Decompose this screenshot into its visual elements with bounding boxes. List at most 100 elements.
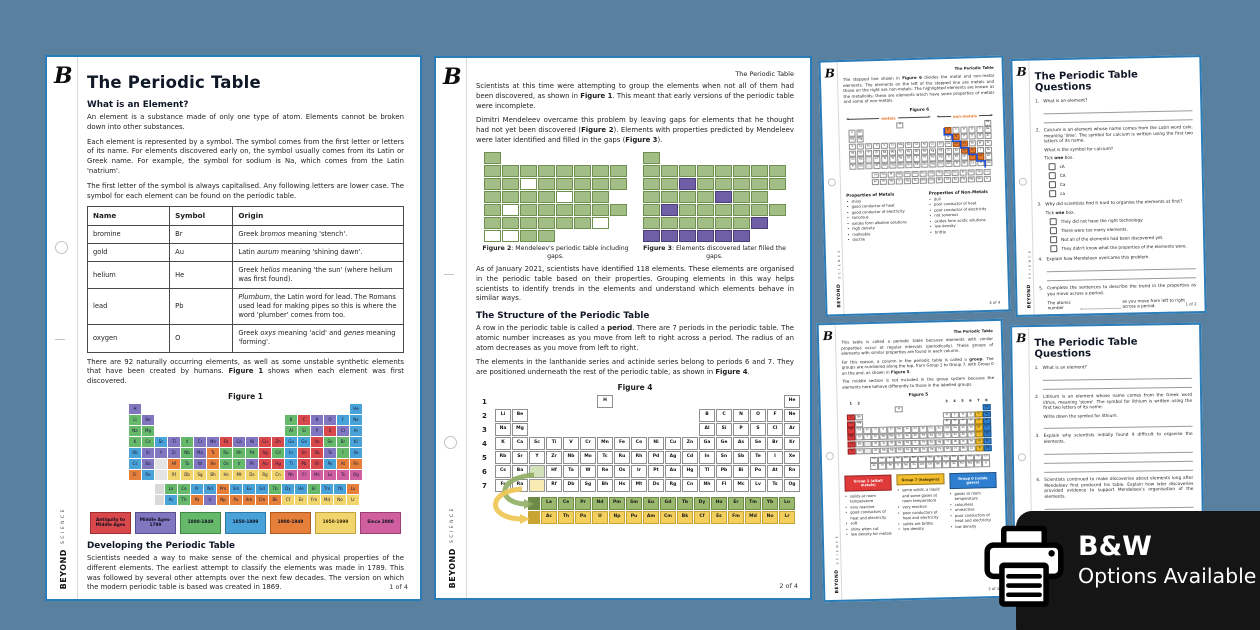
period-number: 5 xyxy=(482,453,487,462)
hole-punch-dash xyxy=(444,274,454,275)
table-cell: Greek bromos meaning 'stench'. xyxy=(232,225,404,245)
element-cell: Gd xyxy=(660,497,676,511)
element-cell xyxy=(556,203,573,216)
element-cell xyxy=(502,216,519,229)
element-cell: Dy xyxy=(694,497,710,511)
element-cell: Sg xyxy=(580,479,596,493)
option-label: Not all of the elements had been discove… xyxy=(1061,234,1164,242)
element-cell: Mo xyxy=(888,149,897,156)
hole-punch xyxy=(825,451,834,460)
element-cell: Ra xyxy=(856,448,864,455)
element-cell: U xyxy=(204,494,216,505)
beyond-logo: B xyxy=(824,66,836,81)
element-cell: Fr xyxy=(495,479,511,493)
element-cell: Os xyxy=(903,440,912,447)
element-cell: Xe xyxy=(984,146,993,153)
legend-item: Middle Ages-1799 xyxy=(135,511,176,534)
element-cell: Po xyxy=(968,153,977,161)
element-cell: Md xyxy=(745,511,761,525)
element-cell: Po xyxy=(324,458,336,469)
question-text: Calcium is an element whose name comes f… xyxy=(1043,125,1193,145)
element-cell: Yb xyxy=(762,497,778,511)
element-cell: Mo xyxy=(194,447,206,458)
element-cell xyxy=(538,203,555,216)
element-cell: Rh xyxy=(912,148,921,155)
element-cell: Kr xyxy=(350,436,362,447)
element-cell: Sn xyxy=(298,447,310,458)
element-cell: Mc xyxy=(961,160,969,168)
element-cell xyxy=(661,203,678,216)
periodic-row: Ac Th Pa U Np Pu Am Cm Bk Cf Es Fm Md No Lr xyxy=(155,494,362,505)
element-cell: Np xyxy=(902,462,910,469)
element-cell xyxy=(679,216,696,229)
element-cell: Yb xyxy=(974,453,982,461)
element-cell: Hs xyxy=(903,446,912,454)
element-cell: Sr xyxy=(142,447,154,458)
element-cell: Cn xyxy=(272,469,284,480)
element-cell: Pa xyxy=(886,462,894,470)
element-cell: Tb xyxy=(934,454,942,462)
element-cell xyxy=(769,203,786,216)
question-head: 5. Complete the sentences to describe the… xyxy=(1039,283,1196,298)
element-cell xyxy=(733,229,750,242)
element-cell: H xyxy=(896,121,904,129)
element-cell xyxy=(520,203,537,216)
element-cell: Cf xyxy=(942,461,950,468)
legend-item: 1800-1849 xyxy=(180,511,221,534)
element-cell: Ds xyxy=(921,161,929,169)
element-cell: Li xyxy=(847,414,855,421)
element-cell: V xyxy=(879,427,888,434)
element-cell: Se xyxy=(968,140,977,147)
element-cell: Rh xyxy=(911,433,920,440)
figure-1-periodic-table: H He Li Be B C N O F Ne Na Mg Al Si P S Cl Ar K Ca Sc Ti V Cr Mn… xyxy=(129,403,362,506)
element-cell: Am xyxy=(919,177,928,184)
element-cell: Os xyxy=(614,465,630,479)
element-cell: Zn xyxy=(272,436,284,447)
page-number: 1 of 2 xyxy=(1185,301,1197,307)
element-cell: Ni xyxy=(920,141,929,148)
element-cell: Tc xyxy=(597,451,613,465)
element-cell: Ac xyxy=(165,494,177,505)
element-cell: Rg xyxy=(665,479,681,493)
element-cell: No xyxy=(974,460,982,468)
element-cell: La xyxy=(871,172,880,179)
running-header: The Periodic Table xyxy=(735,70,794,78)
element-cell: Db xyxy=(880,447,888,454)
option-label: cA xyxy=(1059,164,1065,170)
element-cell: Md xyxy=(321,494,333,505)
element-cell: F xyxy=(975,411,983,418)
element-cell: Pr xyxy=(575,497,591,511)
element-cell xyxy=(643,190,660,203)
element-cell: Cr xyxy=(580,437,596,451)
element-cell: Na xyxy=(847,421,855,428)
element-cell: K xyxy=(495,437,511,451)
checkbox xyxy=(1049,218,1057,226)
element-cell: Te xyxy=(968,146,977,154)
element-cell: Rf xyxy=(546,479,562,493)
element-cell: Ra xyxy=(857,163,865,171)
table-cell: Latin aurum meaning 'shining dawn'. xyxy=(232,243,404,263)
element-cell: Ga xyxy=(699,437,715,451)
element-cell: Ru xyxy=(904,148,913,156)
element-cell: Cn xyxy=(682,479,698,493)
element-cell: B xyxy=(943,411,951,419)
element-cell: Ar xyxy=(983,417,991,425)
element-cell xyxy=(155,494,164,505)
question-number: 4. xyxy=(1038,257,1043,263)
element-cell: Fl xyxy=(951,445,960,453)
element-cell: Ne xyxy=(350,414,362,425)
answer-line xyxy=(1043,417,1193,430)
element-cell xyxy=(643,229,660,242)
element-cell: Eu xyxy=(918,455,926,462)
element-cell xyxy=(679,190,696,203)
element-cell: W xyxy=(580,465,596,479)
option-label: They didn't know what the properties of … xyxy=(1061,243,1187,251)
element-cell: Pd xyxy=(920,148,929,155)
element-cell: Ne xyxy=(984,126,992,133)
question-head: 4. Scientists continued to make discoveri… xyxy=(1036,476,1193,501)
periodic-row xyxy=(484,216,627,229)
element-cell: Ga xyxy=(943,425,951,432)
element-cell: Am xyxy=(243,494,255,505)
table-row: helium He Greek helios meaning 'the sun' (… xyxy=(86,261,404,290)
